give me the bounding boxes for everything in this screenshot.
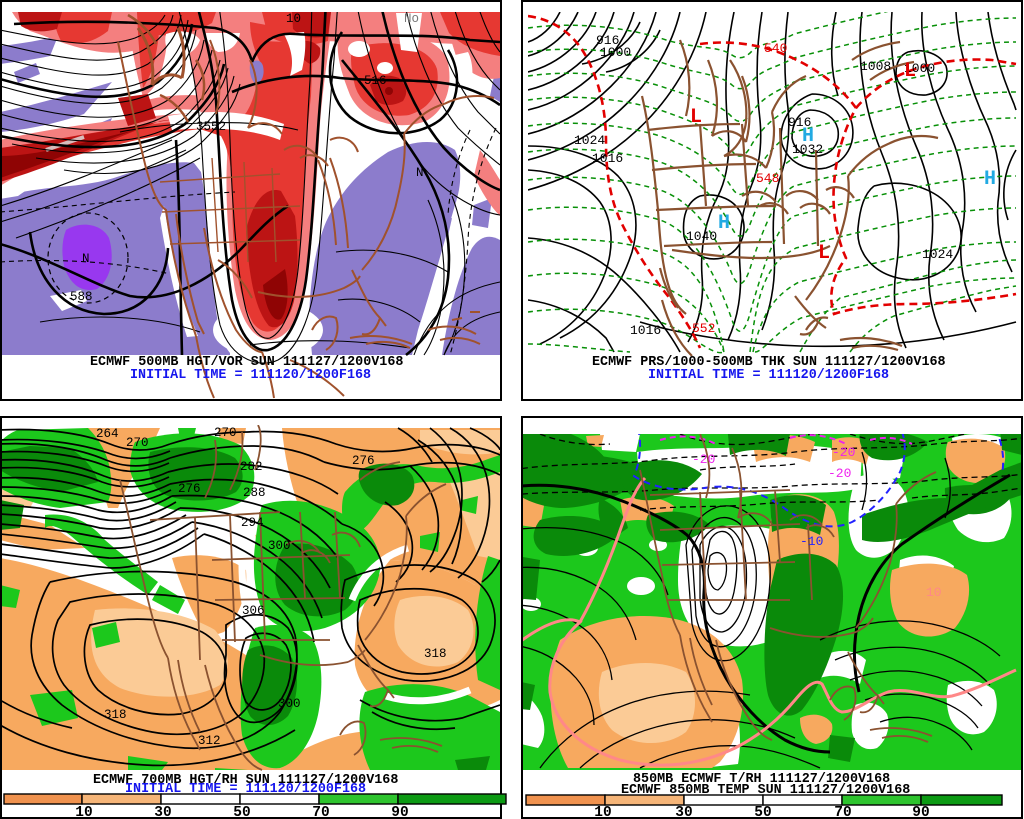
svg-text:INITIAL TIME = 111120/1200F168: INITIAL TIME = 111120/1200F168 [648,368,889,383]
svg-text:INITIAL TIME = 111120/1200F168: INITIAL TIME = 111120/1200F168 [130,368,371,383]
svg-text:90: 90 [912,805,929,819]
svg-text:L: L [904,60,916,83]
svg-text:3552: 3552 [196,120,226,134]
svg-text:10: 10 [286,12,301,26]
svg-text:318: 318 [424,647,447,661]
svg-text:-10: -10 [800,534,823,549]
svg-text:30: 30 [675,805,692,819]
svg-text:548: 548 [756,171,779,186]
svg-text:1000: 1000 [600,45,631,60]
svg-text:50: 50 [754,805,771,819]
svg-text:270: 270 [126,436,149,450]
svg-text:916: 916 [596,33,619,48]
svg-text:850MB ECMWF T/RH 111127/1200V1: 850MB ECMWF T/RH 111127/1200V168 [633,772,890,787]
svg-text:1000: 1000 [904,61,935,76]
svg-text:916: 916 [788,115,811,130]
svg-text:ECMWF 500MB HGT/VOR SUN 111127: ECMWF 500MB HGT/VOR SUN 111127/1200V168 [90,355,403,370]
svg-text:No: No [404,12,419,26]
svg-text:270: 270 [214,426,237,440]
svg-text:N: N [82,252,90,266]
svg-text:588: 588 [70,290,93,304]
svg-text:30: 30 [154,805,171,819]
svg-text:-20: -20 [692,452,715,467]
svg-text:10: 10 [594,805,611,819]
svg-text:ECMWF 700MB HGT/RH SUN 111127/: ECMWF 700MB HGT/RH SUN 111127/1200V168 [93,773,398,788]
svg-text:ECMWF PRS/1000-500MB THK SUN 1: ECMWF PRS/1000-500MB THK SUN 111127/1200… [592,355,946,370]
svg-text:10: 10 [75,805,92,819]
svg-text:300: 300 [278,697,301,711]
svg-text:1016: 1016 [592,151,623,166]
svg-text:1016: 1016 [630,323,661,338]
svg-text:264: 264 [96,427,119,441]
svg-text:-20: -20 [832,445,855,460]
svg-text:10: 10 [926,585,942,600]
svg-text:540: 540 [764,41,787,56]
svg-text:1024: 1024 [922,247,953,262]
svg-text:H: H [802,125,814,148]
svg-text:L: L [690,106,702,129]
svg-text:1040: 1040 [686,229,717,244]
svg-text:288: 288 [243,486,266,500]
svg-text:276: 276 [178,482,201,496]
svg-text:306: 306 [242,604,265,618]
svg-text:50: 50 [233,805,250,819]
svg-text:INITIAL TIME = 111120/1200F168: INITIAL TIME = 111120/1200F168 [125,782,366,797]
svg-text:276: 276 [352,454,375,468]
svg-text:H: H [718,212,730,235]
svg-text:516: 516 [364,74,387,88]
svg-text:1008: 1008 [860,59,891,74]
svg-text:300: 300 [268,539,291,553]
svg-text:ECMWF 850MB TEMP SUN 111127/12: ECMWF 850MB TEMP SUN 111127/1200V168 [621,783,910,798]
svg-text:318: 318 [104,708,127,722]
svg-text:N: N [416,166,424,180]
svg-text:294: 294 [241,516,264,530]
svg-text:1024: 1024 [574,133,605,148]
svg-text:90: 90 [391,805,408,819]
svg-text:L: L [818,242,830,265]
svg-text:552: 552 [692,321,715,336]
svg-text:312: 312 [198,734,221,748]
svg-text:-20: -20 [828,466,851,481]
svg-text:1032: 1032 [792,142,823,157]
svg-text:70: 70 [312,805,329,819]
svg-text:282: 282 [240,460,263,474]
svg-text:H: H [984,168,996,191]
svg-text:70: 70 [834,805,851,819]
